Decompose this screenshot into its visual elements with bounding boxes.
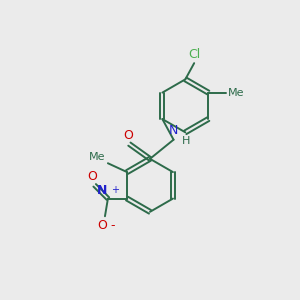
Text: -: -	[111, 219, 116, 232]
Text: O: O	[123, 129, 133, 142]
Text: O: O	[98, 219, 107, 232]
Text: H: H	[182, 136, 190, 146]
Text: O: O	[87, 170, 97, 183]
Text: Cl: Cl	[188, 48, 200, 61]
Text: N: N	[97, 184, 107, 197]
Text: N: N	[169, 124, 178, 137]
Text: +: +	[111, 185, 119, 195]
Text: Me: Me	[89, 152, 106, 162]
Text: Me: Me	[228, 88, 244, 98]
